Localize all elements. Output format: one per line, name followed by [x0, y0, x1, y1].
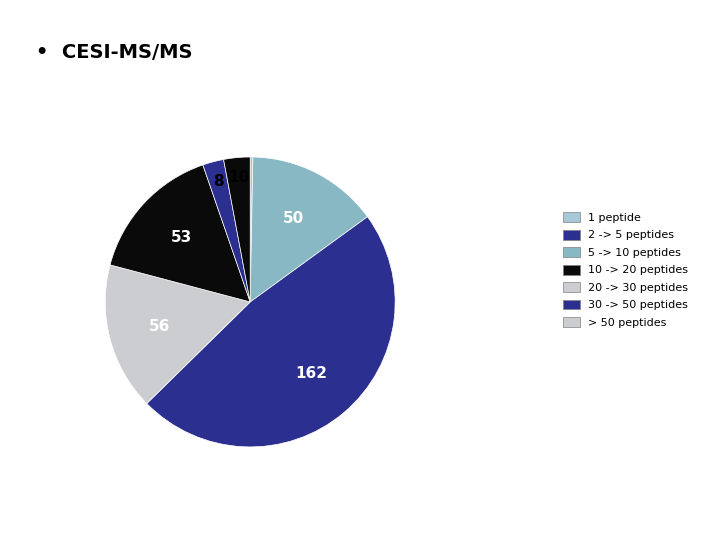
- Text: •  CESI-MS/MS: • CESI-MS/MS: [36, 43, 192, 62]
- Text: 8: 8: [213, 173, 223, 188]
- Text: 53: 53: [171, 231, 192, 245]
- Wedge shape: [250, 157, 253, 302]
- Wedge shape: [224, 157, 251, 302]
- Wedge shape: [147, 217, 395, 447]
- Text: 162: 162: [295, 366, 327, 381]
- Wedge shape: [203, 159, 251, 302]
- Wedge shape: [110, 165, 251, 302]
- Wedge shape: [251, 157, 367, 302]
- Legend: 1 peptide, 2 -> 5 peptides, 5 -> 10 peptides, 10 -> 20 peptides, 20 -> 30 peptid: 1 peptide, 2 -> 5 peptides, 5 -> 10 pept…: [559, 208, 693, 332]
- Text: 10: 10: [228, 170, 249, 185]
- Text: 50: 50: [283, 211, 305, 226]
- Wedge shape: [105, 265, 251, 403]
- Text: 56: 56: [148, 319, 170, 334]
